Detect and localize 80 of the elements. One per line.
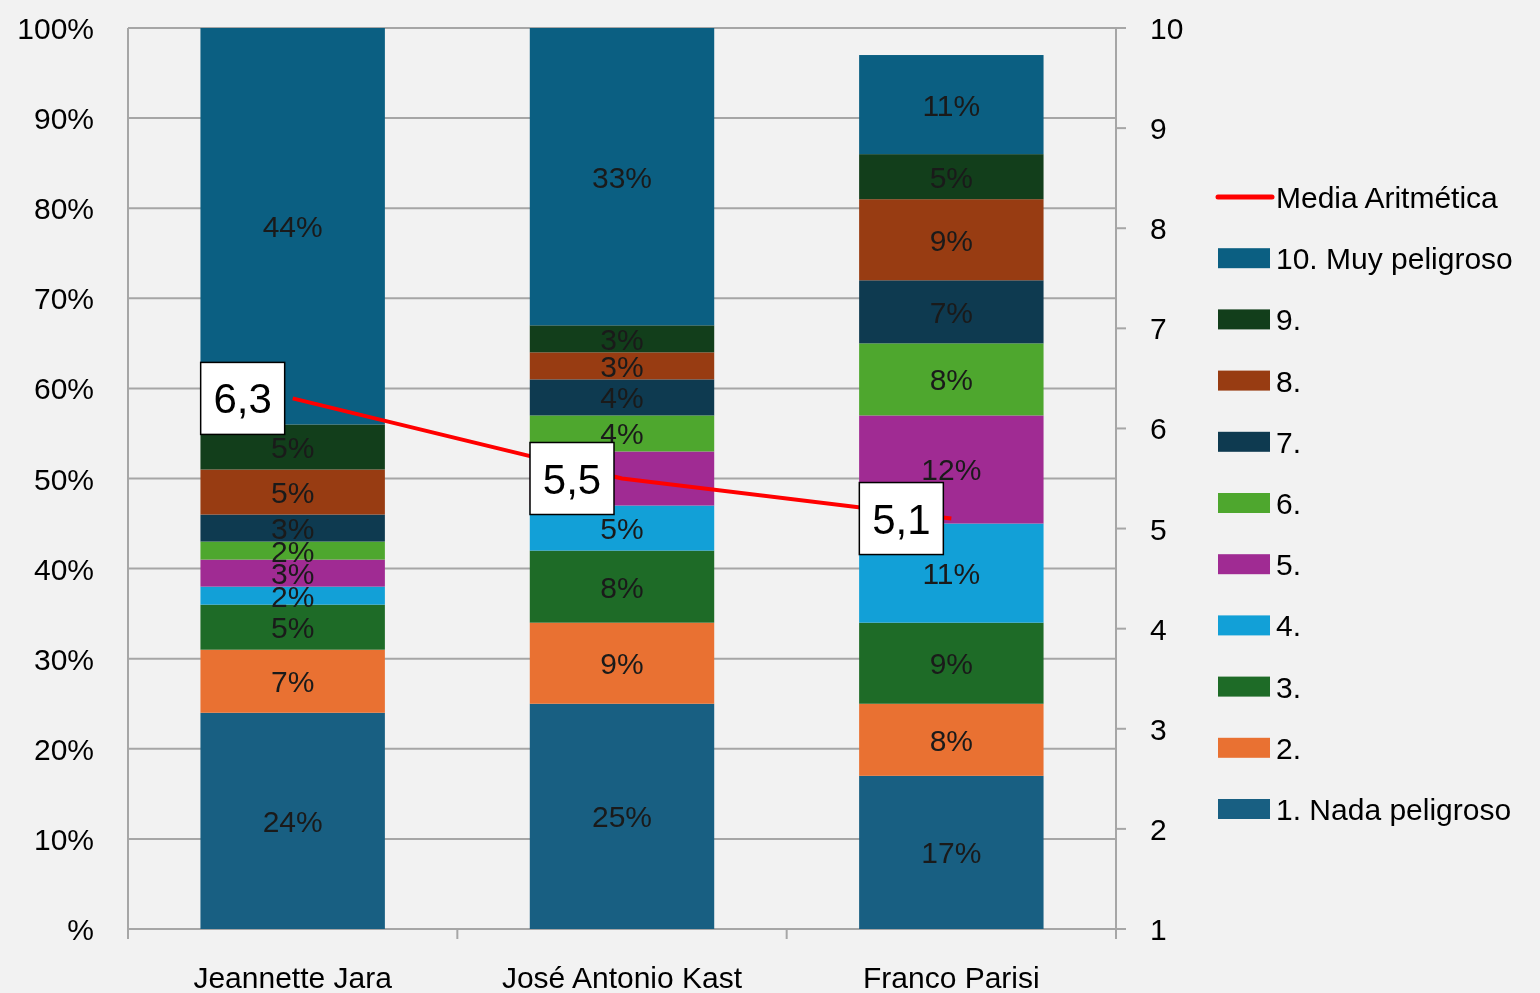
y2-tick-label: 8 xyxy=(1150,212,1167,246)
bar xyxy=(859,703,1044,776)
bar xyxy=(529,622,715,704)
y-tick-label: 90% xyxy=(33,102,94,136)
data-label: 8% xyxy=(929,363,974,397)
y-tick-label: 50% xyxy=(33,462,94,496)
legend-label: 8. xyxy=(1276,364,1302,398)
data-label: 6,3 xyxy=(213,375,272,423)
y2-tick-label: 5 xyxy=(1150,512,1167,546)
bar xyxy=(859,280,1044,344)
bar xyxy=(529,325,715,353)
bar xyxy=(859,55,1044,155)
data-label: 5% xyxy=(600,512,644,546)
data-label: 33% xyxy=(591,160,653,194)
y-tick-label: 20% xyxy=(33,732,94,766)
y-tick-label: % xyxy=(67,913,94,946)
y2-tick-label: 2 xyxy=(1150,812,1167,846)
data-label: 11% xyxy=(922,88,981,122)
y-tick-label: 80% xyxy=(33,192,94,226)
y2-tick-label: 7 xyxy=(1150,312,1167,346)
bar xyxy=(200,469,385,515)
data-label: 5% xyxy=(270,476,315,510)
legend-label: 6. xyxy=(1276,487,1302,520)
data-label: 5,1 xyxy=(872,495,931,543)
x-tick-label: Franco Parisi xyxy=(862,961,1040,993)
bar xyxy=(859,154,1044,200)
legend-label: 4. xyxy=(1276,609,1302,643)
data-label: 25% xyxy=(591,800,653,834)
legend-label: 2. xyxy=(1276,731,1302,765)
y2-tick-label: 1 xyxy=(1150,913,1167,946)
y2-tick-label: 4 xyxy=(1150,612,1167,646)
bar xyxy=(529,352,715,380)
bar xyxy=(859,199,1044,281)
legend-label: 7. xyxy=(1276,425,1302,459)
data-label: 44% xyxy=(262,210,323,244)
y-tick-label: 40% xyxy=(33,552,94,586)
y-tick-label: 60% xyxy=(33,372,94,406)
y-tick-label: 70% xyxy=(33,282,94,316)
bar xyxy=(529,550,715,623)
y-tick-label: 30% xyxy=(33,642,94,676)
data-label: 24% xyxy=(262,804,323,838)
y2-tick-label: 3 xyxy=(1150,712,1167,746)
y-tick-label: 100% xyxy=(17,12,94,45)
y2-tick-label: 10 xyxy=(1150,12,1184,45)
data-label: 5,5 xyxy=(542,455,602,503)
data-label: 5% xyxy=(270,611,315,645)
data-label: 9% xyxy=(600,647,644,681)
bar xyxy=(200,514,385,542)
data-label: 17% xyxy=(921,836,982,870)
y2-tick-label: 9 xyxy=(1150,112,1167,146)
bar xyxy=(859,622,1044,704)
bar xyxy=(859,343,1044,416)
legend-label: 5. xyxy=(1276,548,1302,582)
data-label: 8% xyxy=(929,723,974,757)
legend-label: 1. Nada peligroso xyxy=(1276,793,1512,826)
legend-label: 9. xyxy=(1276,303,1302,337)
bar xyxy=(200,712,385,929)
data-label: 9% xyxy=(929,223,974,257)
bar xyxy=(200,541,385,560)
data-label: 4% xyxy=(600,417,644,451)
legend-label: Media Aritmética xyxy=(1276,181,1499,214)
bar xyxy=(529,28,715,326)
bar xyxy=(529,703,715,929)
y-tick-label: 10% xyxy=(33,822,94,856)
y2-tick-label: 6 xyxy=(1150,412,1167,446)
x-tick-label: José Antonio Kast xyxy=(501,961,743,993)
data-label: 9% xyxy=(929,647,974,681)
data-label: 12% xyxy=(921,453,982,487)
bar xyxy=(200,28,385,425)
data-label: 11% xyxy=(922,557,981,591)
bar xyxy=(529,379,715,416)
data-label: 8% xyxy=(600,570,644,604)
bar xyxy=(200,649,385,713)
legend-label: 3. xyxy=(1276,670,1302,704)
data-label: 3% xyxy=(600,349,644,383)
x-tick-label: Jeannette Jara xyxy=(193,961,393,993)
bar xyxy=(859,775,1044,929)
bar xyxy=(200,586,385,605)
data-label: 7% xyxy=(270,665,315,699)
legend-label: 10. Muy peligroso xyxy=(1276,242,1513,276)
